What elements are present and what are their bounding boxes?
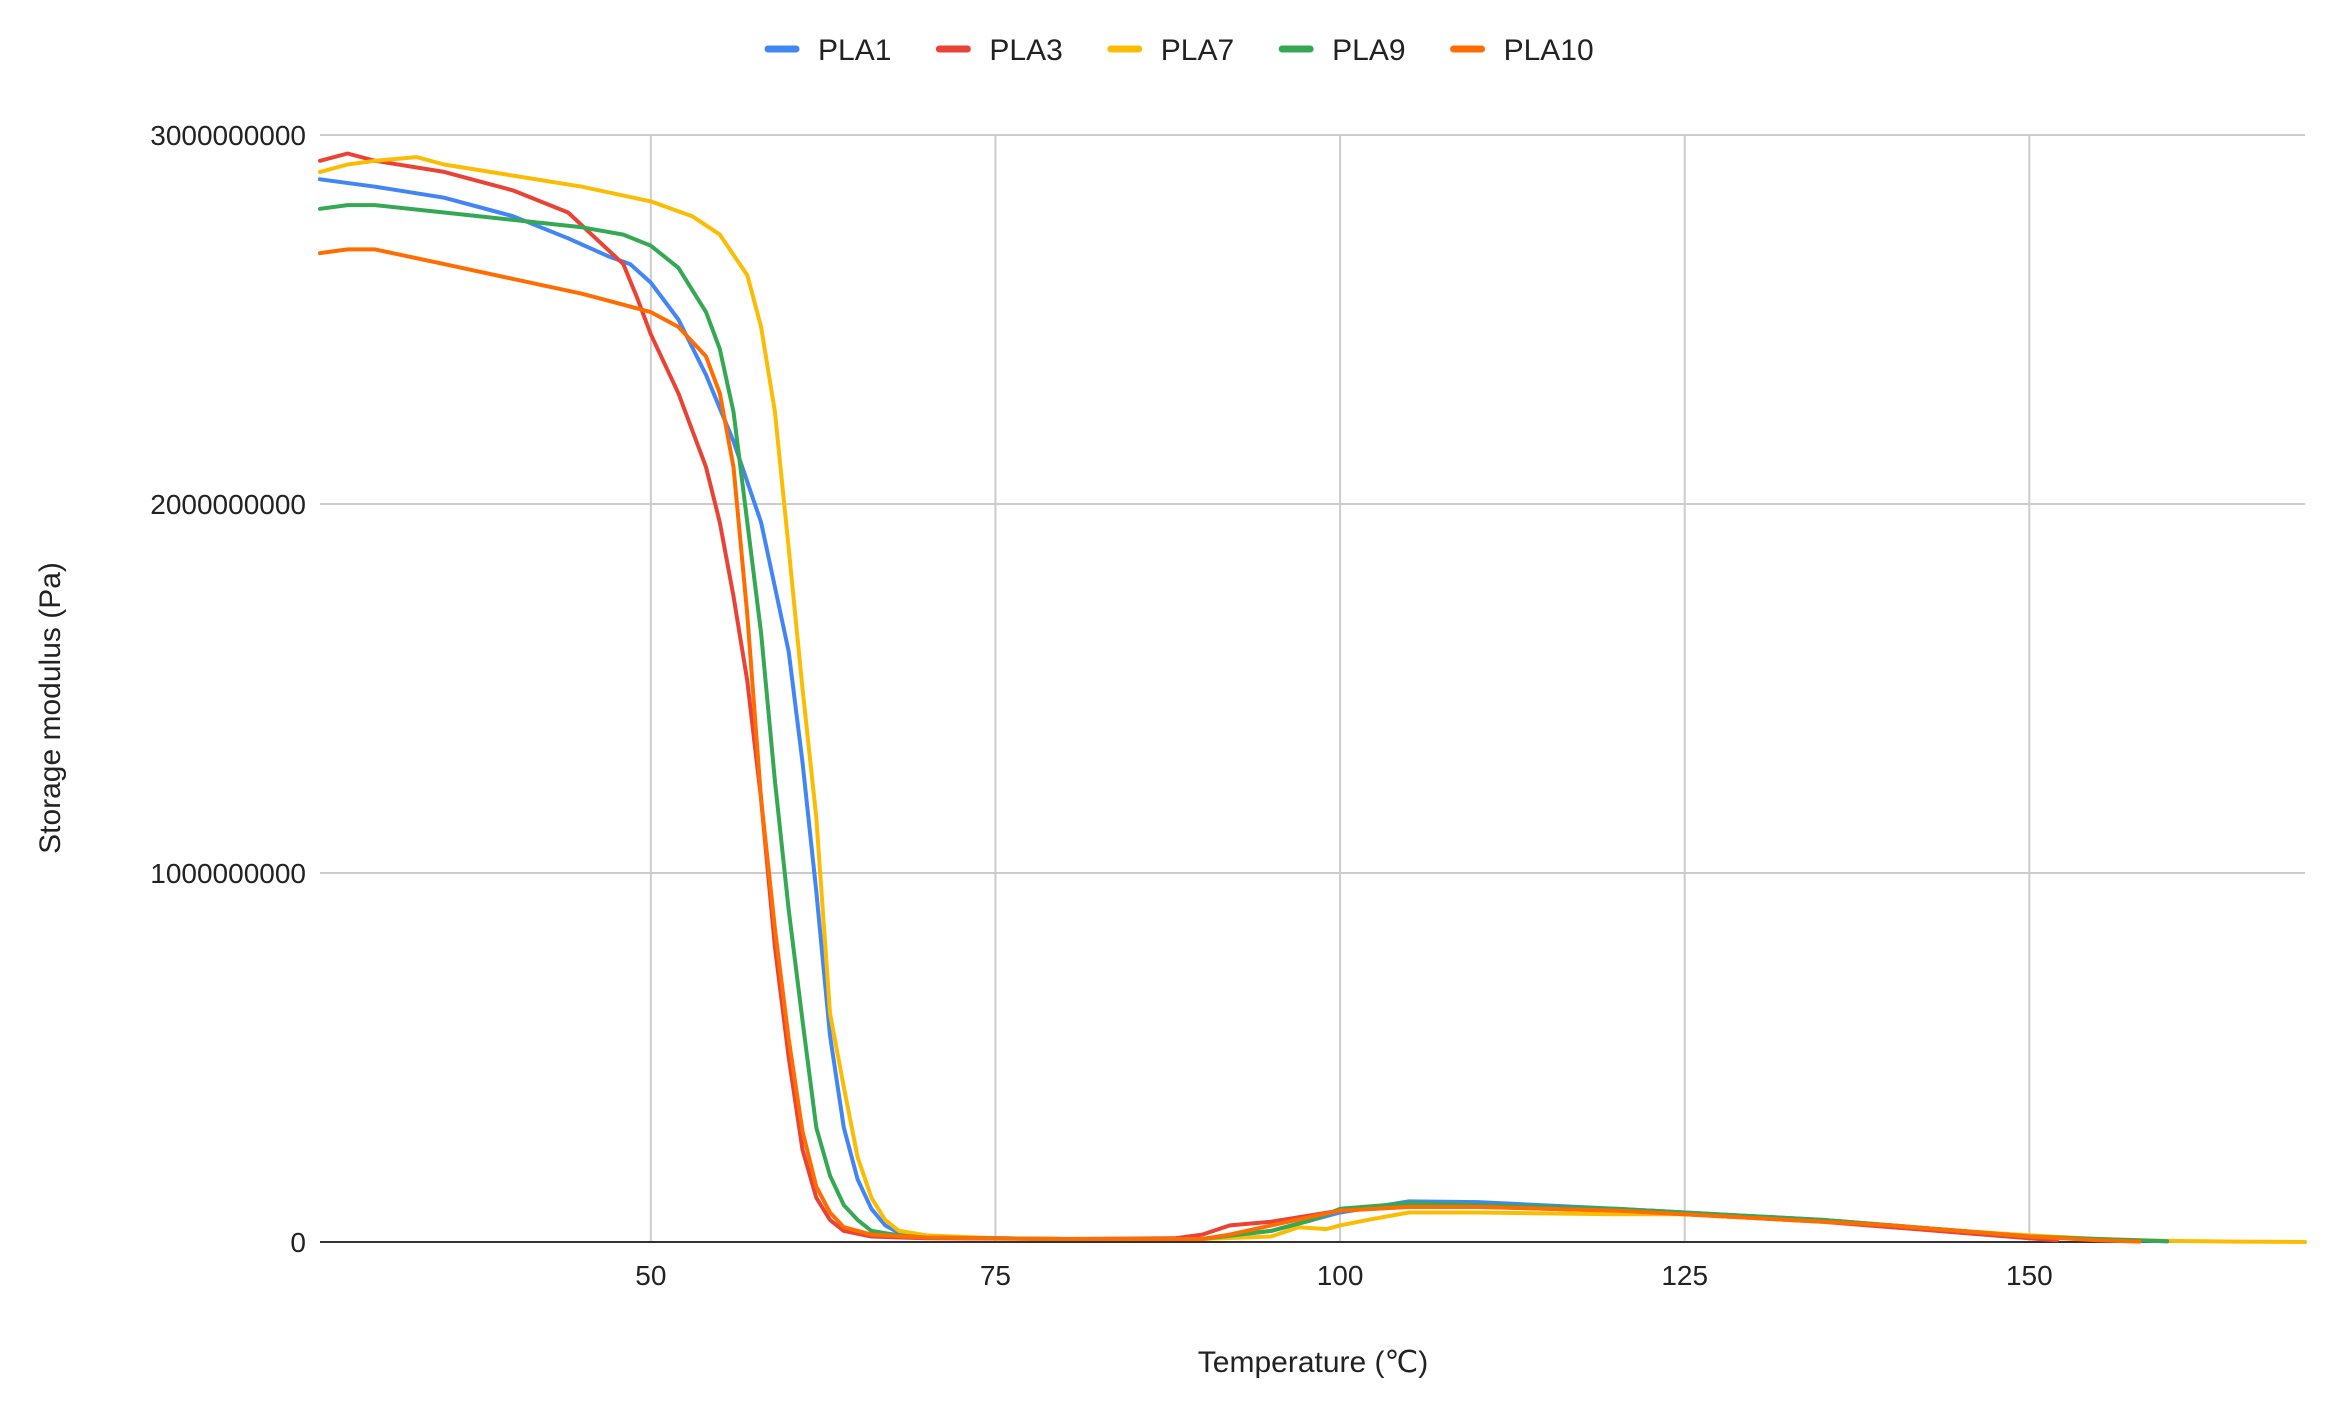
legend-label: PLA9 <box>1332 34 1405 67</box>
y-axis-title: Storage modulus (Pa) <box>34 562 67 854</box>
legend-item-pla3: PLA3 <box>935 34 1063 67</box>
legend-item-pla7: PLA7 <box>1107 34 1234 67</box>
y-tick-label: 1000000000 <box>150 858 306 889</box>
series-line-pla10 <box>318 247 2142 1244</box>
y-tick-label: 2000000000 <box>150 489 306 520</box>
series-line-pla1 <box>318 177 2170 1244</box>
x-tick-label: 125 <box>1661 1260 1708 1291</box>
grid-lines <box>320 134 2305 1242</box>
legend-label: PLA7 <box>1161 34 1234 67</box>
x-tick-label: 75 <box>980 1260 1011 1291</box>
legend-item-pla1: PLA1 <box>764 34 891 67</box>
y-tick-label: 0 <box>290 1227 306 1258</box>
axes: 0 1000000000 2000000000 3000000000 50 75 100 12… <box>150 120 2305 1291</box>
legend-item-pla9: PLA9 <box>1278 34 1406 67</box>
x-axis-title: Temperature (℃) <box>1198 1346 1428 1379</box>
legend: PLA1 PLA3 PLA7 PLA9 PLA10 <box>764 34 1594 67</box>
series-lines <box>318 151 2307 1244</box>
legend-label: PLA10 <box>1504 34 1594 67</box>
x-tick-label: 50 <box>635 1260 666 1291</box>
series-line-pla3 <box>318 151 2059 1243</box>
series-line-pla7 <box>318 155 2307 1244</box>
x-tick-label: 100 <box>1317 1260 1364 1291</box>
x-tick-label: 150 <box>2006 1260 2053 1291</box>
y-tick-label: 3000000000 <box>150 120 306 151</box>
legend-label: PLA1 <box>818 34 891 67</box>
legend-label: PLA3 <box>989 34 1062 67</box>
legend-item-pla10: PLA10 <box>1450 34 1594 67</box>
series-line-pla9 <box>318 203 2170 1244</box>
